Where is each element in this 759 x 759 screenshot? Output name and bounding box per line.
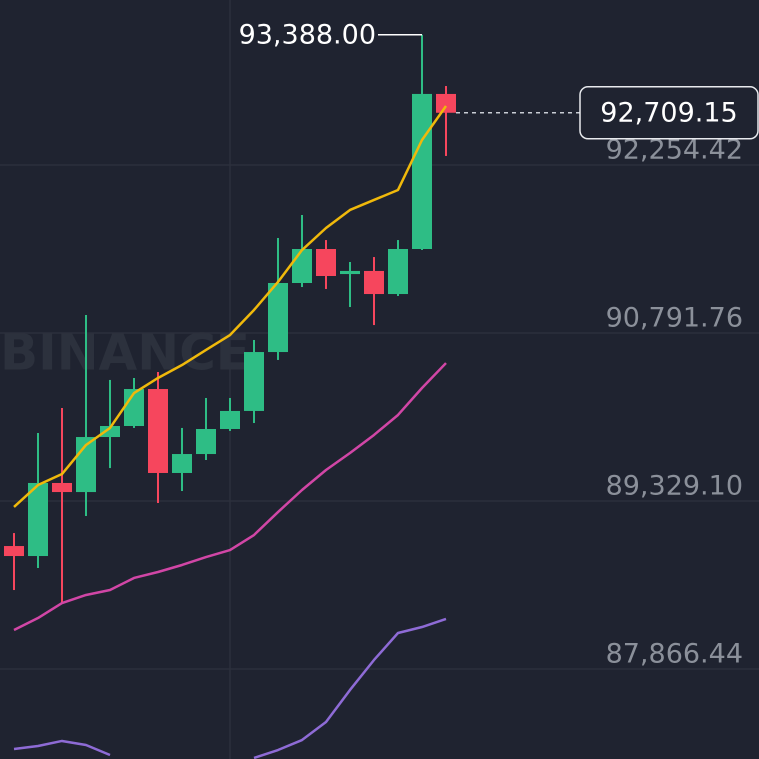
y-tick-label: 90,791.76	[606, 302, 743, 333]
candle-body	[100, 426, 120, 438]
y-tick-label: 87,866.44	[606, 639, 743, 670]
candle-body	[340, 270, 360, 275]
last-price-label: 92,709.15	[600, 97, 737, 128]
candle-body	[4, 546, 24, 557]
candle-body	[412, 93, 432, 250]
candle-body	[244, 352, 264, 411]
candle-body	[220, 410, 240, 429]
moving-average-line	[13, 617, 447, 759]
candle-body	[28, 482, 48, 557]
candle-body	[292, 249, 312, 284]
candle-body	[52, 482, 72, 493]
candle-body	[388, 249, 408, 295]
candle-body	[148, 389, 168, 473]
moving-average-line	[13, 105, 448, 508]
moving-average-line	[13, 362, 447, 632]
candle-body	[268, 283, 288, 353]
high-label: 93,388.00	[239, 19, 376, 50]
last-price-box	[579, 86, 759, 140]
watermark: BINANCE	[0, 324, 250, 382]
candle-body	[172, 454, 192, 473]
y-tick-label: 89,329.10	[606, 470, 743, 501]
candle-body	[196, 428, 216, 455]
candle-body	[316, 249, 336, 276]
candle-body	[436, 93, 456, 113]
candle-body	[364, 270, 384, 295]
y-tick-label: 92,254.42	[606, 134, 743, 165]
